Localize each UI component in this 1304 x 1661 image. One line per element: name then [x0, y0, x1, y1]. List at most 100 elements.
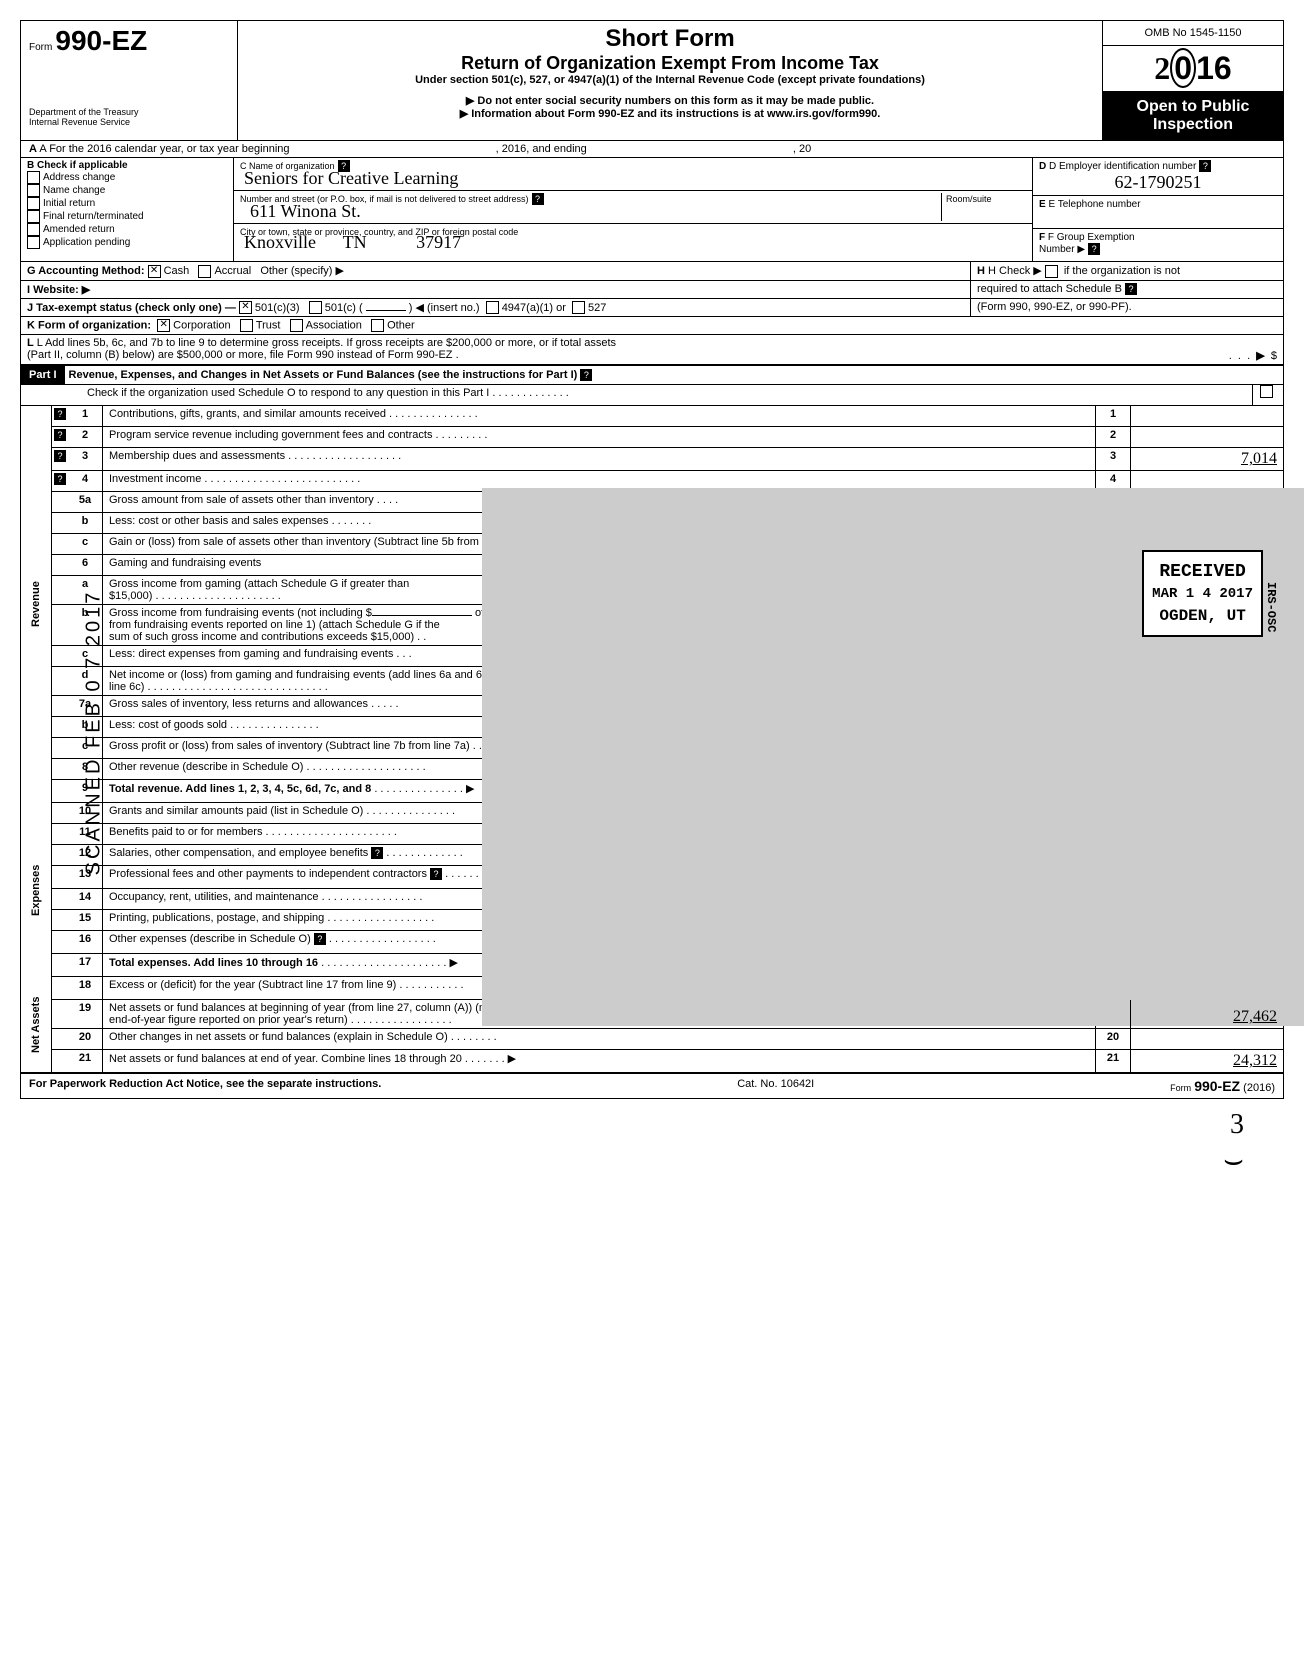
v21: 24,312 — [1233, 1052, 1277, 1069]
l17: Total expenses. Add lines 10 through 16 — [109, 957, 318, 969]
i-label: I Website: ▶ — [27, 284, 90, 296]
netassets-section: Net Assets 18Excess or (deficit) for the… — [21, 977, 1283, 1074]
cb-527[interactable] — [572, 301, 585, 314]
c-name-value: Seniors for Creative Learning — [244, 168, 458, 189]
l5a: Gross amount from sale of assets other t… — [109, 494, 374, 506]
cb-corp[interactable] — [157, 319, 170, 332]
cb-501c[interactable] — [309, 301, 322, 314]
l-text2: (Part II, column (B) below) are $500,000… — [27, 349, 459, 362]
dept: Department of the Treasury — [29, 107, 229, 117]
l16: Other expenses (describe in Schedule O) — [109, 933, 311, 945]
cb-name[interactable] — [27, 184, 40, 197]
l6a2: $15,000) — [109, 590, 152, 602]
l13: Professional fees and other payments to … — [109, 868, 427, 880]
cb-other[interactable] — [371, 319, 384, 332]
row-k: K Form of organization: Corporation Trus… — [21, 317, 1283, 335]
part1-title: Revenue, Expenses, and Changes in Net As… — [69, 369, 578, 381]
v19: 27,462 — [1233, 1008, 1277, 1026]
help-icon: ? — [1125, 283, 1137, 295]
cb-cash[interactable] — [148, 265, 161, 278]
l19b: end-of-year figure reported on prior yea… — [109, 1014, 348, 1026]
row-a-end: , 20 — [793, 143, 811, 155]
cb-amended[interactable] — [27, 223, 40, 236]
l5c: Gain or (loss) from sale of assets other… — [109, 536, 518, 548]
l20: Other changes in net assets or fund bala… — [109, 1031, 448, 1043]
col-b: B Check if applicable Address change Nam… — [21, 158, 234, 261]
b-label: B Check if applicable — [27, 160, 128, 171]
l-dollar: $ — [1271, 350, 1277, 362]
l6: Gaming and fundraising events — [109, 557, 261, 569]
help-icon: ? — [580, 369, 592, 381]
c-addr-value: 611 Winona St. — [250, 201, 361, 222]
revenue-label: Revenue — [21, 406, 52, 803]
e-row: E E Telephone number — [1033, 196, 1283, 229]
l6d2: line 6c) — [109, 681, 144, 693]
received-stamp: RECEIVED MAR 1 4 2017 OGDEN, UT IRS-OSC — [1142, 550, 1263, 637]
l6c: Less: direct expenses from gaming and fu… — [109, 648, 393, 660]
help-icon: ? — [54, 473, 66, 485]
hand-signature: 3 ⌣ — [20, 1109, 1284, 1179]
form-number-cell: Form 990-EZ Department of the Treasury I… — [21, 21, 238, 140]
j-label: J Tax-exempt status (check only one) — — [27, 302, 236, 314]
part1-header: Part I Revenue, Expenses, and Changes in… — [21, 366, 1283, 385]
j-4947: 4947(a)(1) or — [502, 302, 566, 314]
e-label: E Telephone number — [1048, 199, 1140, 210]
help-icon: ? — [1199, 160, 1211, 172]
cb-address[interactable] — [27, 171, 40, 184]
k-corp: Corporation — [173, 320, 230, 332]
cb-4947[interactable] — [486, 301, 499, 314]
l14: Occupancy, rent, utilities, and maintena… — [109, 891, 319, 903]
b-item-3: Final return/terminated — [43, 211, 144, 222]
cb-initial[interactable] — [27, 197, 40, 210]
k-other: Other — [387, 320, 415, 332]
l8: Other revenue (describe in Schedule O) — [109, 761, 303, 773]
irs: Internal Revenue Service — [29, 117, 229, 127]
header: Form 990-EZ Department of the Treasury I… — [21, 21, 1283, 141]
c-addr-row: Number and street (or P.O. box, if mail … — [234, 191, 1032, 224]
cb-accrual[interactable] — [198, 265, 211, 278]
help-icon: ? — [532, 193, 544, 205]
open-public: Open to Public Inspection — [1103, 92, 1283, 140]
netassets-label: Net Assets — [21, 977, 52, 1072]
footer-mid: Cat. No. 10642I — [737, 1078, 814, 1094]
b-item-1: Name change — [43, 185, 105, 196]
j-501c3: 501(c)(3) — [255, 302, 300, 314]
ssn-warning: ▶ Do not enter social security numbers o… — [246, 94, 1094, 107]
g-accrual: Accrual — [214, 265, 251, 277]
d-label: D Employer identification number — [1049, 161, 1196, 172]
l7a: Gross sales of inventory, less returns a… — [109, 698, 368, 710]
help-icon: ? — [1088, 243, 1100, 255]
v3: 7,014 — [1241, 450, 1277, 467]
b-item-2: Initial return — [43, 198, 95, 209]
stamp-date: MAR 1 4 2017 — [1152, 585, 1253, 605]
l6b1: Gross income from fundraising events (no… — [109, 607, 372, 619]
l9: Total revenue. Add lines 1, 2, 3, 4, 5c,… — [109, 783, 371, 795]
title-short: Short Form — [246, 25, 1094, 53]
help-icon: ? — [371, 847, 383, 859]
col-de: D D Employer identification number ? 62-… — [1033, 158, 1283, 261]
l7b: Less: cost of goods sold — [109, 719, 227, 731]
l6a1: Gross income from gaming (attach Schedul… — [109, 578, 409, 590]
cb-assoc[interactable] — [290, 319, 303, 332]
l-arrow: ▶ — [1256, 350, 1264, 362]
cb-final[interactable] — [27, 210, 40, 223]
l4: Investment income — [109, 473, 201, 485]
footer: For Paperwork Reduction Act Notice, see … — [21, 1074, 1283, 1098]
g-label: G Accounting Method: — [27, 265, 145, 277]
year: 20201616 — [1103, 46, 1283, 92]
cb-501c3[interactable] — [239, 301, 252, 314]
d-value: 62-1790251 — [1039, 172, 1277, 193]
part1-label: Part I — [21, 366, 65, 384]
cb-trust[interactable] — [240, 319, 253, 332]
cb-part1[interactable] — [1260, 385, 1273, 398]
l6b4: sum of such gross income and contributio… — [109, 631, 414, 643]
cb-pending[interactable] — [27, 236, 40, 249]
l7c: Gross profit or (loss) from sales of inv… — [109, 740, 470, 752]
stamp-received: RECEIVED — [1152, 560, 1253, 585]
cb-h[interactable] — [1045, 265, 1058, 278]
part1-check-text: Check if the organization used Schedule … — [87, 387, 489, 399]
l21: Net assets or fund balances at end of ye… — [109, 1053, 462, 1065]
row-a-mid: , 2016, and ending — [496, 143, 587, 155]
b-item-0: Address change — [43, 172, 115, 183]
g-other: Other (specify) ▶ — [260, 265, 344, 277]
